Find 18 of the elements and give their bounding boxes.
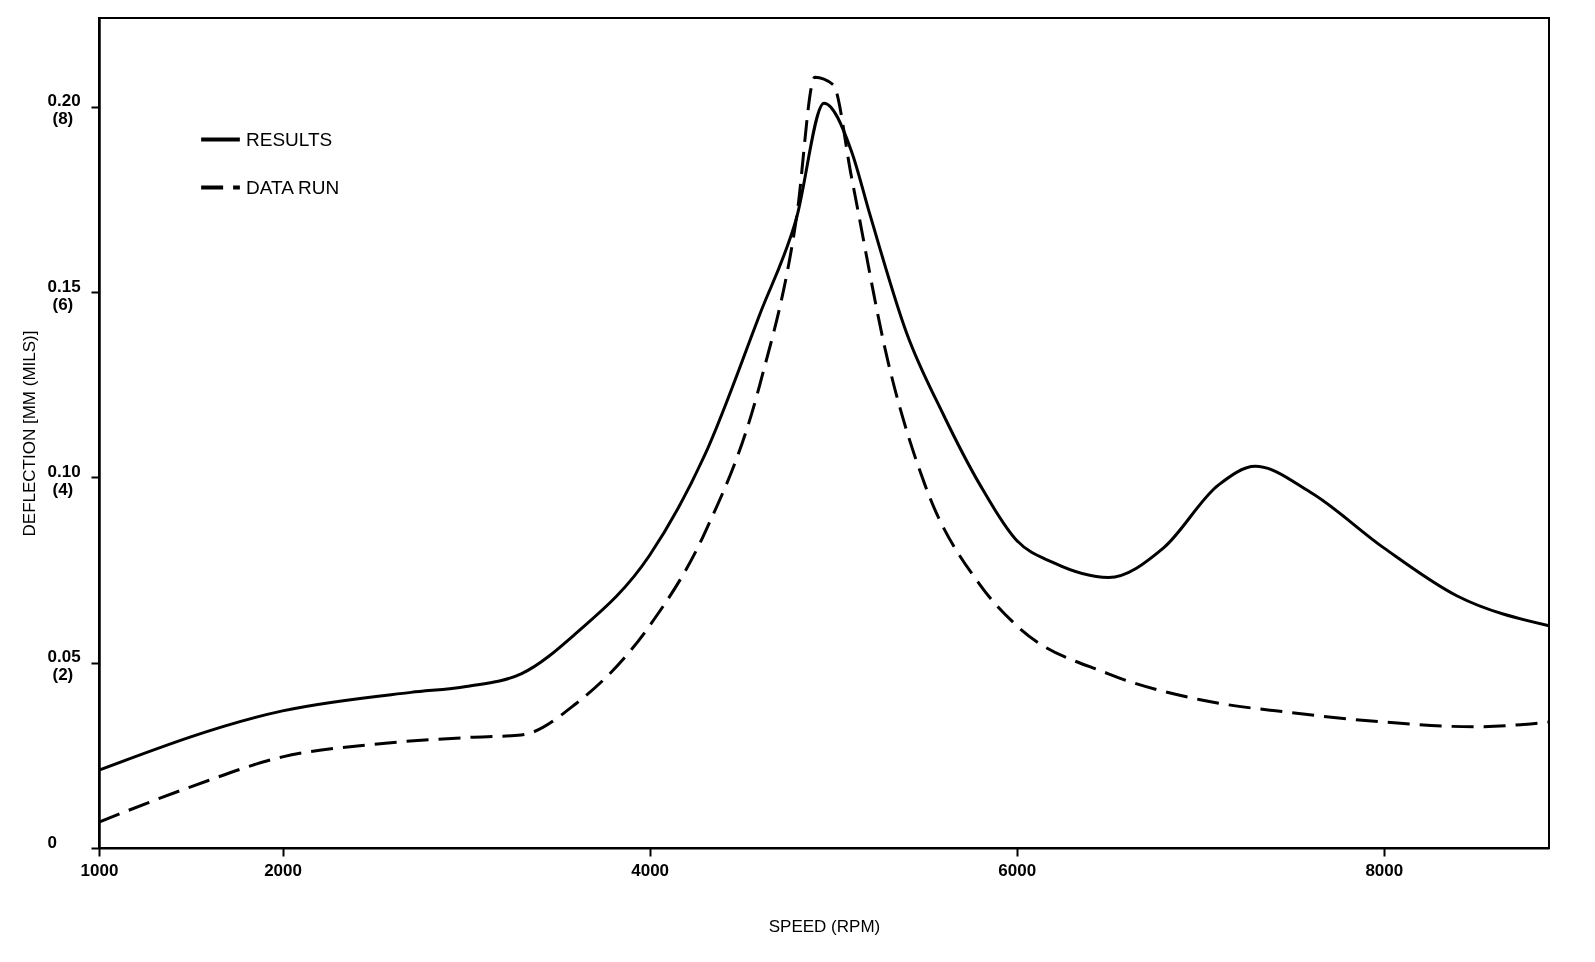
x-tick-label: 1000	[80, 860, 119, 880]
y-tick-label: 0.05	[47, 647, 81, 667]
x-tick-label: 2000	[264, 860, 302, 880]
y-tick-label: 0.20	[47, 91, 81, 111]
legend-label: DATA RUN	[246, 176, 340, 198]
y2-axis-title: DEFLECTION [MM (MILS)]	[19, 330, 39, 537]
y2-tick-label: (6)	[52, 294, 74, 314]
y2-tick-label: (4)	[52, 479, 74, 499]
x-axis-title: SPEED (RPM)	[768, 916, 881, 936]
y-tick-label: 0.15	[47, 276, 81, 296]
y2-tick-label: (8)	[52, 109, 74, 129]
y2-tick-label: (2)	[52, 665, 74, 685]
x-tick-label: 6000	[998, 860, 1037, 880]
x-tick-label: 8000	[1365, 860, 1404, 880]
y-tick-label: 0.10	[47, 461, 81, 481]
legend-label: RESULTS	[246, 128, 333, 150]
x-tick-label: 4000	[631, 860, 670, 880]
y-tick-label: 0	[47, 832, 57, 852]
